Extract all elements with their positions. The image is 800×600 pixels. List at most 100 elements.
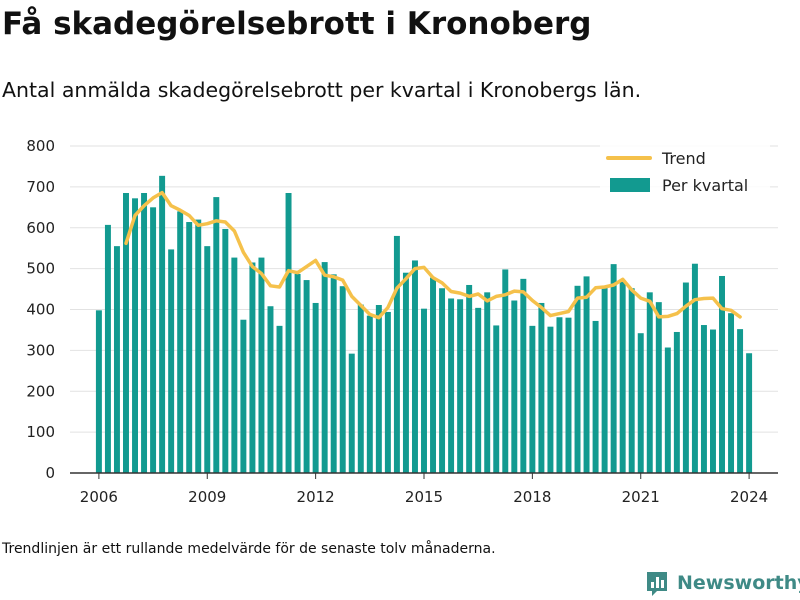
bar — [737, 329, 744, 473]
bar — [186, 222, 193, 473]
legend-bar-label: Per kvartal — [662, 176, 748, 195]
bar — [439, 288, 446, 473]
x-tick-label: 2006 — [80, 488, 118, 506]
y-tick-label: 600 — [26, 219, 55, 237]
bar — [448, 298, 455, 473]
bar — [700, 325, 707, 473]
bar — [466, 284, 473, 473]
bar — [728, 313, 735, 473]
y-tick-label: 800 — [26, 137, 55, 155]
bar — [709, 329, 716, 473]
legend-bar-swatch — [610, 178, 650, 192]
y-tick-label: 500 — [26, 260, 55, 278]
x-tick-label: 2009 — [188, 488, 226, 506]
footnote: Trendlinjen är ett rullande medelvärde f… — [2, 541, 496, 557]
bar — [619, 280, 626, 473]
y-tick-label: 700 — [26, 178, 55, 196]
y-tick-label: 300 — [26, 341, 55, 359]
bar — [213, 197, 220, 473]
bar — [655, 302, 662, 473]
bar-series — [95, 175, 753, 473]
x-tick-label: 2012 — [297, 488, 335, 506]
x-tick-label: 2024 — [730, 488, 768, 506]
brand[interactable]: Newsworthy — [644, 568, 800, 598]
bar — [276, 325, 283, 473]
bar — [240, 319, 247, 473]
bar — [159, 175, 166, 473]
bar — [330, 274, 337, 473]
bar — [132, 198, 139, 473]
bar — [547, 326, 554, 473]
bar — [249, 262, 256, 473]
bar — [267, 306, 274, 473]
bar — [231, 257, 238, 473]
x-tick-label: 2018 — [513, 488, 551, 506]
bar — [113, 246, 120, 473]
axes: 0 100 200 300 400 500 600 700 800 2006 2009 2012 201… — [26, 137, 778, 506]
bar — [637, 333, 644, 473]
bar — [511, 300, 518, 473]
bar — [357, 304, 364, 473]
bar — [321, 262, 328, 473]
bar — [312, 302, 319, 473]
legend: Trend Per kvartal — [600, 140, 770, 202]
bar — [574, 285, 581, 473]
bar — [177, 211, 184, 473]
bar — [402, 272, 409, 473]
bar — [384, 311, 391, 473]
bar — [664, 347, 671, 473]
trend-line — [124, 190, 742, 320]
bar — [691, 263, 698, 473]
bar — [95, 310, 102, 473]
bar — [610, 264, 617, 473]
chart-subtitle: Antal anmälda skadegörelsebrott per kvar… — [2, 78, 642, 102]
bar — [366, 315, 373, 473]
bar — [104, 224, 111, 473]
bar — [556, 317, 563, 473]
bar — [393, 235, 400, 473]
bar — [565, 317, 572, 473]
legend-trend-label: Trend — [661, 149, 706, 168]
bar — [529, 325, 536, 473]
bar — [719, 275, 725, 473]
y-tick-label: 100 — [26, 423, 55, 441]
bar — [457, 299, 464, 473]
chart-title: Få skadegörelsebrott i Kronoberg — [2, 6, 592, 42]
bar — [538, 302, 545, 473]
y-tick-label: 200 — [26, 382, 55, 400]
bar — [746, 353, 753, 473]
bar — [592, 320, 599, 473]
brand-name: Newsworthy — [677, 572, 800, 594]
bar-chart-logo-icon — [647, 572, 667, 596]
bar — [195, 219, 202, 473]
bar — [682, 282, 689, 473]
bar — [430, 277, 437, 473]
y-tick-label: 0 — [45, 464, 55, 482]
bar — [673, 331, 680, 473]
bar — [204, 246, 211, 473]
trend-series — [124, 190, 742, 320]
bar — [222, 228, 229, 473]
bar — [646, 292, 653, 473]
bar — [348, 353, 355, 473]
bar — [123, 193, 129, 473]
bar — [628, 288, 635, 473]
bar — [285, 193, 292, 473]
bar — [258, 257, 265, 473]
bar — [150, 207, 157, 473]
bar — [601, 286, 608, 473]
bar — [375, 305, 382, 473]
bar — [141, 193, 148, 473]
bar — [294, 273, 301, 473]
bar — [520, 278, 527, 473]
x-tick-label: 2021 — [622, 488, 660, 506]
bar — [475, 307, 482, 473]
x-tick-label: 2015 — [405, 488, 443, 506]
bar — [502, 269, 509, 473]
chart: 0 100 200 300 400 500 600 700 800 2006 2009 2012 201… — [26, 137, 778, 506]
y-tick-label: 400 — [26, 301, 55, 319]
bar — [168, 249, 175, 473]
bar — [339, 286, 346, 473]
bar — [303, 280, 310, 473]
bar — [583, 276, 590, 473]
